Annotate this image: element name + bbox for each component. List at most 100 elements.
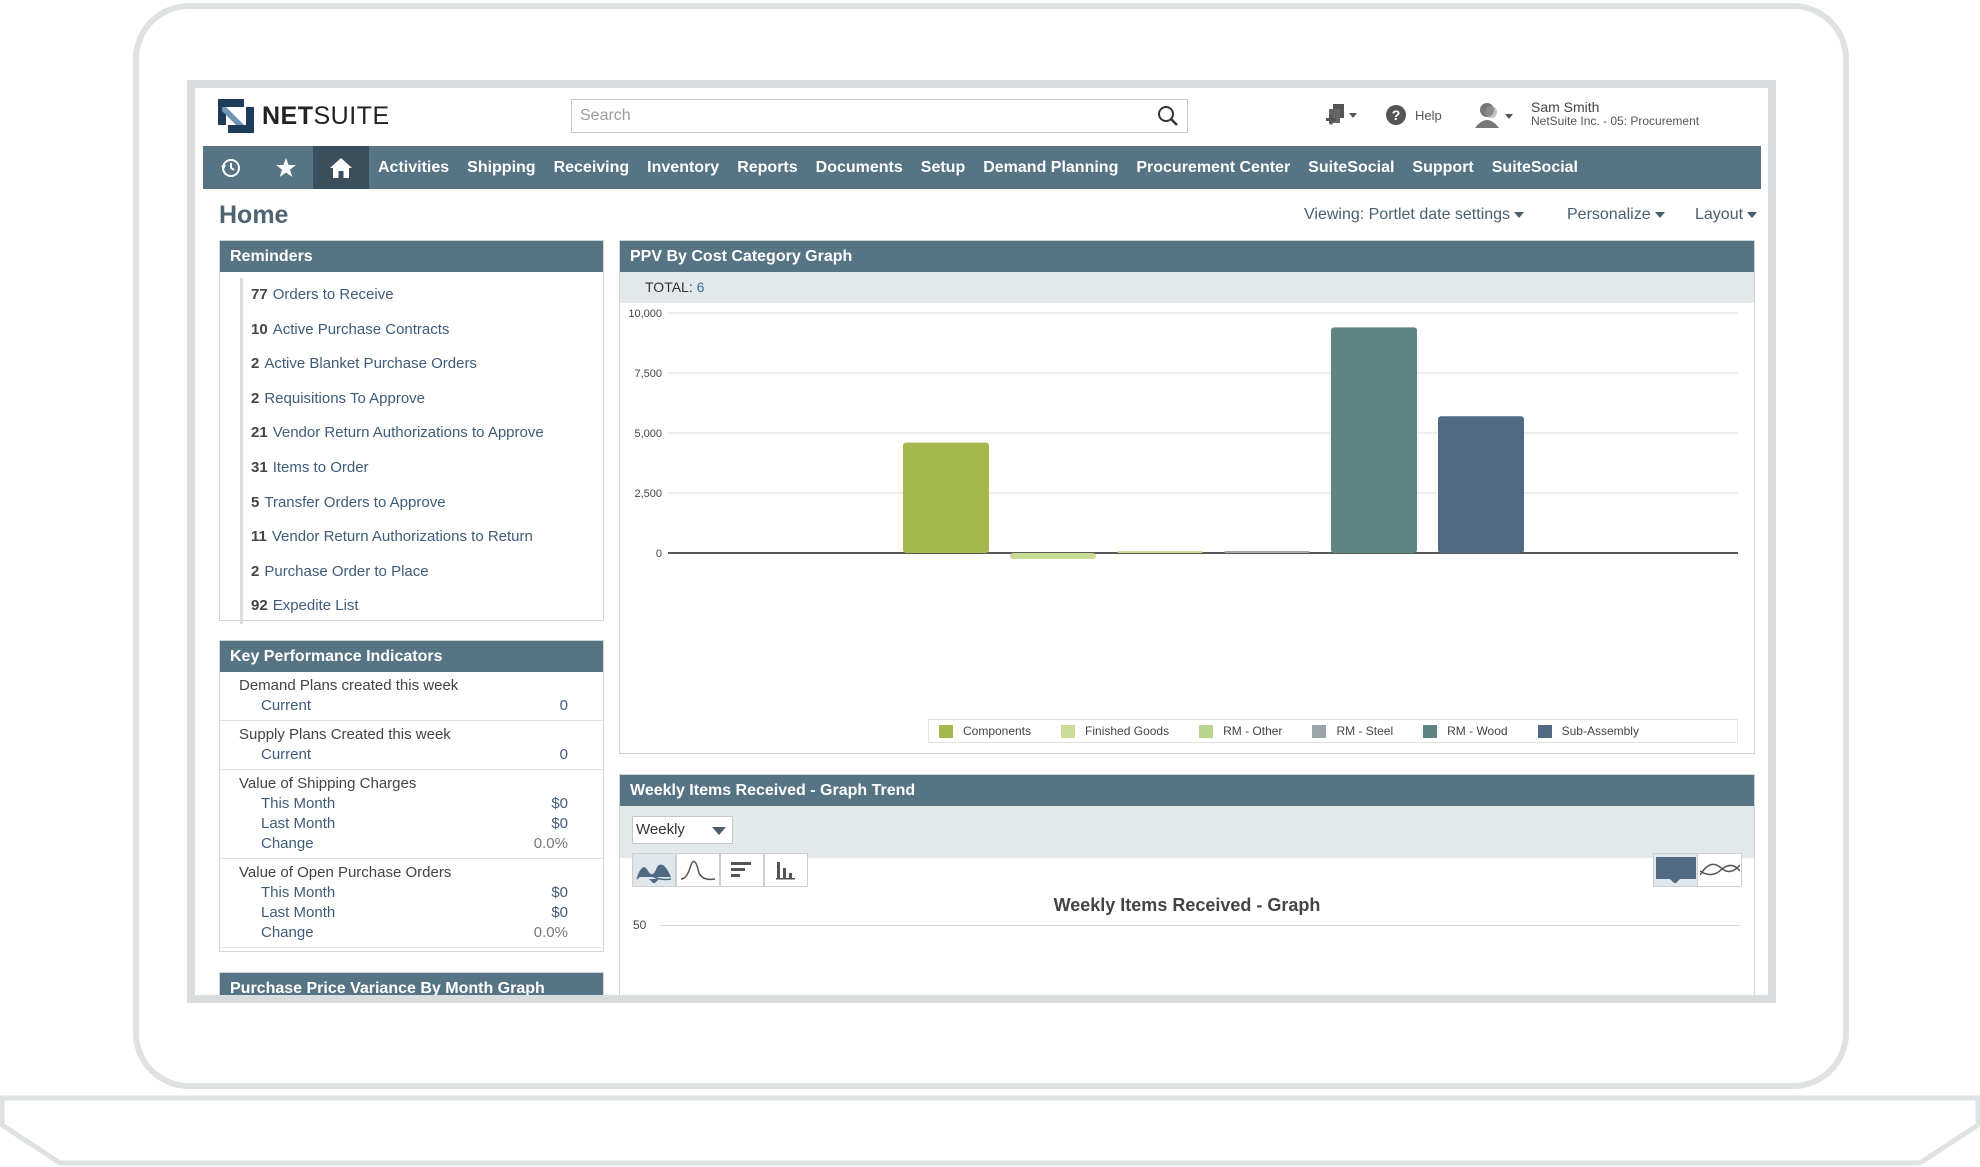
kpi-title[interactable]: Key Performance Indicators: [220, 641, 603, 672]
column-chart-button[interactable]: [764, 853, 808, 887]
nav-documents[interactable]: Documents: [815, 158, 903, 176]
kpi-row-value[interactable]: $0: [551, 815, 568, 832]
viewing-dropdown[interactable]: Viewing: Portlet date settings: [1304, 206, 1525, 224]
reminder-item[interactable]: 5 Transfer Orders to Approve: [240, 485, 603, 521]
recent-records-button[interactable]: [203, 146, 258, 189]
reminder-link[interactable]: Purchase Order to Place: [264, 562, 429, 580]
kpi-row-value[interactable]: $0: [551, 904, 568, 921]
netsuite-logo[interactable]: NETSUITE: [218, 98, 390, 134]
reminder-item[interactable]: 31 Items to Order: [240, 450, 603, 486]
nav-receiving[interactable]: Receiving: [553, 158, 630, 176]
reminder-link[interactable]: Items to Order: [272, 458, 369, 476]
smooth-trend-button[interactable]: [1697, 853, 1742, 887]
area-chart-button[interactable]: [632, 853, 676, 887]
bar-rm-steel[interactable]: [1224, 551, 1310, 553]
kpi-group: Supply Plans Created this week Current 0: [220, 721, 603, 770]
legend-item[interactable]: RM - Other: [1199, 724, 1282, 738]
nav-setup[interactable]: Setup: [920, 158, 966, 176]
legend-item[interactable]: Sub-Assembly: [1537, 724, 1639, 738]
reminder-link[interactable]: Active Purchase Contracts: [272, 320, 450, 338]
kpi-group-title: Value of Shipping Charges: [239, 775, 417, 792]
nav-procurement-center[interactable]: Procurement Center: [1136, 158, 1291, 176]
kpi-row-label[interactable]: Last Month: [261, 904, 336, 921]
nav-inventory[interactable]: Inventory: [647, 158, 720, 176]
kpi-row-label[interactable]: This Month: [261, 795, 336, 812]
line-chart-button[interactable]: [676, 853, 720, 887]
nav-reports[interactable]: Reports: [737, 158, 798, 176]
kpi-row: This Month $0: [220, 794, 603, 814]
kpi-group: Value of Shipping Charges This Month $0 Las…: [220, 770, 603, 859]
create-new-menu[interactable]: [1325, 100, 1359, 130]
reminder-item[interactable]: 2 Requisitions To Approve: [240, 381, 603, 417]
bar-rm-wood[interactable]: [1331, 327, 1417, 553]
bar-rm-other[interactable]: [1117, 551, 1203, 553]
reminder-link[interactable]: Transfer Orders to Approve: [264, 493, 446, 511]
kpi-row-value[interactable]: 0.0%: [533, 924, 568, 941]
kpi-row-label[interactable]: Change: [261, 924, 314, 941]
logo-text: NETSUITE: [262, 101, 390, 130]
reminder-count: 21: [251, 424, 268, 442]
nav-suitesocial-2[interactable]: SuiteSocial: [1491, 158, 1578, 176]
reminder-item[interactable]: 11 Vendor Return Authorizations to Return: [240, 520, 603, 555]
nav-suitesocial[interactable]: SuiteSocial: [1308, 158, 1395, 176]
user-info[interactable]: Sam Smith NetSuite Inc. - 05: Procuremen…: [1531, 100, 1699, 128]
y-tick-label: 7,500: [634, 368, 662, 380]
bar-sub-assembly[interactable]: [1438, 416, 1524, 553]
reminder-link[interactable]: Vendor Return Authorizations to Approve: [272, 424, 544, 442]
reminder-item[interactable]: 2 Active Blanket Purchase Orders: [240, 347, 603, 382]
kpi-row-label[interactable]: Last Month: [261, 815, 336, 832]
kpi-row-value[interactable]: 0: [559, 746, 568, 763]
legend-item[interactable]: RM - Steel: [1312, 724, 1393, 738]
kpi-row-label[interactable]: Change: [261, 835, 314, 852]
reminder-link[interactable]: Expedite List: [272, 597, 359, 615]
weekly-title[interactable]: Weekly Items Received - Graph Trend: [620, 775, 1754, 806]
kpi-row-value[interactable]: 0.0%: [533, 835, 568, 852]
kpi-row-label[interactable]: Current: [261, 746, 312, 763]
reminder-link[interactable]: Orders to Receive: [272, 286, 394, 303]
reminder-link[interactable]: Active Blanket Purchase Orders: [264, 355, 477, 373]
user-menu[interactable]: [1473, 100, 1519, 130]
reminder-item[interactable]: 77 Orders to Receive: [240, 278, 603, 313]
nav-activities[interactable]: Activities: [378, 158, 450, 176]
user-name: Sam Smith: [1531, 99, 1600, 115]
kpi-group-title: Supply Plans Created this week: [239, 726, 451, 743]
shortcuts-button[interactable]: [258, 146, 313, 189]
total-label: TOTAL:: [645, 279, 693, 295]
kpi-row-value[interactable]: $0: [551, 795, 568, 812]
layout-dropdown[interactable]: Layout: [1695, 206, 1758, 224]
nav-shipping[interactable]: Shipping: [467, 158, 536, 176]
reminder-item[interactable]: 10 Active Purchase Contracts: [240, 312, 603, 348]
reminder-link[interactable]: Requisitions To Approve: [264, 389, 426, 407]
kpi-row: Current 0: [220, 696, 603, 716]
legend-item[interactable]: Components: [939, 724, 1031, 738]
search-icon[interactable]: [1157, 105, 1179, 127]
personalize-dropdown[interactable]: Personalize: [1567, 206, 1665, 224]
reminder-link[interactable]: Vendor Return Authorizations to Return: [271, 528, 533, 546]
bar-finished-goods[interactable]: [1010, 553, 1096, 559]
kpi-row: Last Month $0: [220, 814, 603, 834]
search-input[interactable]: [578, 100, 1142, 132]
nav-support[interactable]: Support: [1412, 158, 1474, 176]
reminders-title[interactable]: Reminders: [220, 241, 603, 272]
period-select[interactable]: Weekly: [632, 816, 733, 844]
help-link[interactable]: ? Help: [1385, 100, 1442, 130]
nav-demand-planning[interactable]: Demand Planning: [983, 158, 1119, 176]
reminder-item[interactable]: 92 Expedite List: [240, 589, 603, 624]
kpi-row-value[interactable]: 0: [559, 697, 568, 714]
kpi-row-value[interactable]: $0: [551, 884, 568, 901]
horizontal-bar-button[interactable]: [720, 853, 764, 887]
ppv-month-title[interactable]: Purchase Price Variance By Month Graph: [220, 973, 603, 995]
reminder-item[interactable]: 2 Purchase Order to Place: [240, 554, 603, 590]
reminders-portlet: Reminders 77 Orders to Receive 10 Active Pu…: [219, 240, 604, 624]
kpi-row-label[interactable]: This Month: [261, 884, 336, 901]
bar-components[interactable]: [903, 442, 989, 553]
legend-item[interactable]: Finished Goods: [1061, 724, 1169, 738]
home-button[interactable]: [313, 146, 369, 189]
filled-trend-button[interactable]: [1653, 853, 1698, 887]
legend-item[interactable]: RM - Wood: [1423, 724, 1508, 738]
ppv-graph-title[interactable]: PPV By Cost Category Graph: [620, 241, 1754, 272]
reminder-item[interactable]: 21 Vendor Return Authorizations to Approv…: [240, 416, 603, 451]
kpi-row: Current 0: [220, 745, 603, 765]
period-select-value: Weekly: [636, 821, 685, 838]
kpi-row-label[interactable]: Current: [261, 697, 312, 714]
